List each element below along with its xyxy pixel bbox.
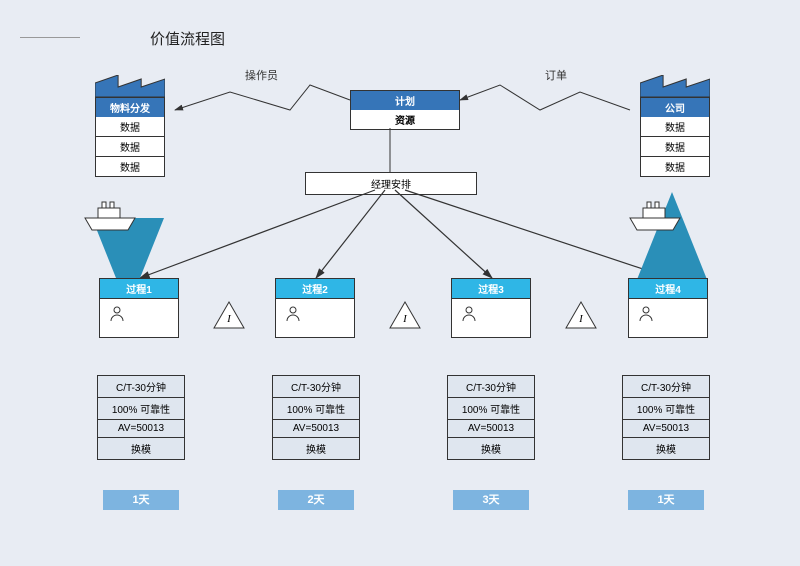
factory-company: 公司数据数据数据 <box>640 75 710 177</box>
databox-row: 100% 可靠性 <box>98 398 184 420</box>
operator-icon <box>284 305 302 323</box>
databox-row: C/T-30分钟 <box>273 376 359 398</box>
process-node-1: 过程1 <box>99 278 179 338</box>
databox-3: C/T-30分钟100% 可靠性AV=50013换模 <box>447 375 535 460</box>
databox-row: C/T-30分钟 <box>448 376 534 398</box>
databox-4: C/T-30分钟100% 可靠性AV=50013换模 <box>622 375 710 460</box>
databox-row: AV=50013 <box>98 420 184 438</box>
factory-data-row: 数据 <box>640 117 710 137</box>
databox-row: C/T-30分钟 <box>623 376 709 398</box>
process-body <box>100 299 178 337</box>
plan-header: 计划 <box>350 90 460 110</box>
vsm-canvas: 价值流程图 计划 资源 经理安排 操作员 订单 物料分发数据数据数据公司数据数 <box>0 0 800 566</box>
process-node-3: 过程3 <box>451 278 531 338</box>
databox-1: C/T-30分钟100% 可靠性AV=50013换模 <box>97 375 185 460</box>
factory-material: 物料分发数据数据数据 <box>95 75 165 177</box>
databox-row: 换模 <box>448 438 534 459</box>
process-node-2: 过程2 <box>275 278 355 338</box>
plan-node: 计划 资源 <box>350 90 460 130</box>
day-badge-4: 1天 <box>628 490 704 510</box>
factory-roof-icon <box>640 75 710 97</box>
shipment-ship-icon <box>80 200 140 232</box>
databox-row: C/T-30分钟 <box>98 376 184 398</box>
process-header: 过程4 <box>629 279 707 299</box>
factory-data-row: 数据 <box>95 117 165 137</box>
databox-row: AV=50013 <box>448 420 534 438</box>
databox-2: C/T-30分钟100% 可靠性AV=50013换模 <box>272 375 360 460</box>
process-body <box>276 299 354 337</box>
process-node-4: 过程4 <box>628 278 708 338</box>
inventory-triangle-icon: I <box>564 300 598 330</box>
process-header: 过程1 <box>100 279 178 299</box>
diagram-title: 价值流程图 <box>150 28 225 49</box>
databox-row: 换模 <box>623 438 709 459</box>
factory-header: 物料分发 <box>95 97 165 117</box>
databox-row: 换模 <box>273 438 359 459</box>
factory-roof-icon <box>95 75 165 97</box>
title-rule <box>20 37 80 38</box>
databox-row: 换模 <box>98 438 184 459</box>
factory-data-row: 数据 <box>95 157 165 177</box>
manager-schedule-node: 经理安排 <box>305 172 477 195</box>
process-body <box>452 299 530 337</box>
inventory-triangle-icon: I <box>212 300 246 330</box>
operator-icon <box>637 305 655 323</box>
databox-row: 100% 可靠性 <box>273 398 359 420</box>
operator-icon <box>108 305 126 323</box>
factory-data-row: 数据 <box>95 137 165 157</box>
databox-row: 100% 可靠性 <box>623 398 709 420</box>
inventory-triangle-icon: I <box>388 300 422 330</box>
process-header: 过程3 <box>452 279 530 299</box>
databox-row: 100% 可靠性 <box>448 398 534 420</box>
left-info-label: 操作员 <box>245 67 278 83</box>
factory-header: 公司 <box>640 97 710 117</box>
operator-icon <box>460 305 478 323</box>
databox-row: AV=50013 <box>273 420 359 438</box>
factory-data-row: 数据 <box>640 137 710 157</box>
plan-sub: 资源 <box>350 110 460 130</box>
process-body <box>629 299 707 337</box>
databox-row: AV=50013 <box>623 420 709 438</box>
day-badge-2: 2天 <box>278 490 354 510</box>
process-header: 过程2 <box>276 279 354 299</box>
factory-data-row: 数据 <box>640 157 710 177</box>
shipment-ship-icon <box>625 200 685 232</box>
day-badge-1: 1天 <box>103 490 179 510</box>
right-info-label: 订单 <box>545 67 567 83</box>
day-badge-3: 3天 <box>453 490 529 510</box>
